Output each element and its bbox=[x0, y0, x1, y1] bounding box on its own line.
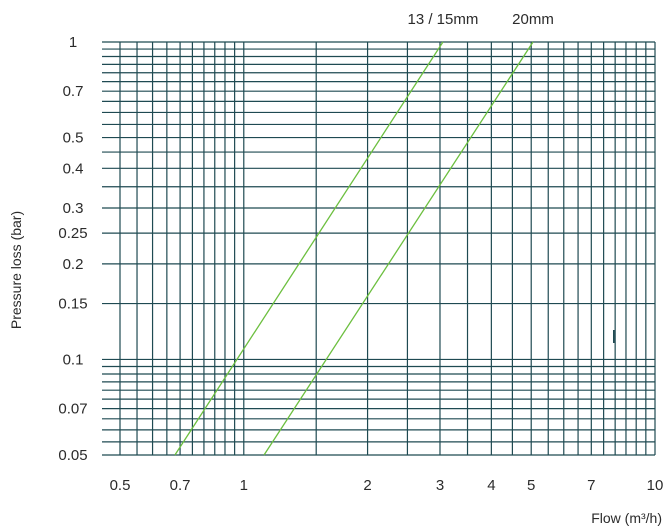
series-line-1 bbox=[174, 41, 444, 456]
grid bbox=[102, 41, 656, 456]
y-tick-label: 0.3 bbox=[63, 200, 84, 217]
series-lines bbox=[174, 41, 534, 456]
y-tick-label: 0.07 bbox=[58, 401, 87, 418]
x-tick-label: 7 bbox=[587, 477, 595, 494]
marker-tick bbox=[613, 330, 615, 343]
y-tick-label: 0.15 bbox=[58, 296, 87, 313]
y-tick-label: 0.7 bbox=[63, 83, 84, 100]
y-tick-label: 0.05 bbox=[58, 447, 87, 464]
y-tick-label: 0.5 bbox=[63, 130, 84, 147]
x-tick-label: 0.7 bbox=[170, 477, 191, 494]
series-labels: 13 / 15mm 20mm bbox=[408, 11, 554, 28]
x-tick-label: 2 bbox=[363, 477, 371, 494]
series-label-2: 20mm bbox=[512, 11, 554, 28]
x-tick-labels: 0.5 0.7 1 2 3 4 5 7 10 bbox=[110, 477, 664, 494]
y-tick-labels: 1 0.7 0.5 0.4 0.3 0.25 0.2 0.15 0.1 0.07 0.05 bbox=[58, 34, 87, 464]
x-tick-label: 4 bbox=[487, 477, 495, 494]
x-tick-label: 10 bbox=[647, 477, 664, 494]
x-tick-label: 0.5 bbox=[110, 477, 131, 494]
y-tick-label: 0.1 bbox=[63, 351, 84, 368]
y-tick-label: 0.2 bbox=[63, 256, 84, 273]
y-tick-label: 1 bbox=[69, 34, 77, 51]
x-tick-label: 3 bbox=[436, 477, 444, 494]
y-tick-label: 0.4 bbox=[63, 160, 84, 177]
x-axis-label: Flow (m³/h) bbox=[591, 510, 662, 526]
x-tick-label: 1 bbox=[240, 477, 248, 494]
y-tick-label: 0.25 bbox=[58, 225, 87, 242]
y-axis-label: Pressure loss (bar) bbox=[8, 211, 24, 329]
x-tick-label: 5 bbox=[527, 477, 535, 494]
series-label-1: 13 / 15mm bbox=[408, 11, 479, 28]
series-line-2 bbox=[263, 41, 534, 456]
